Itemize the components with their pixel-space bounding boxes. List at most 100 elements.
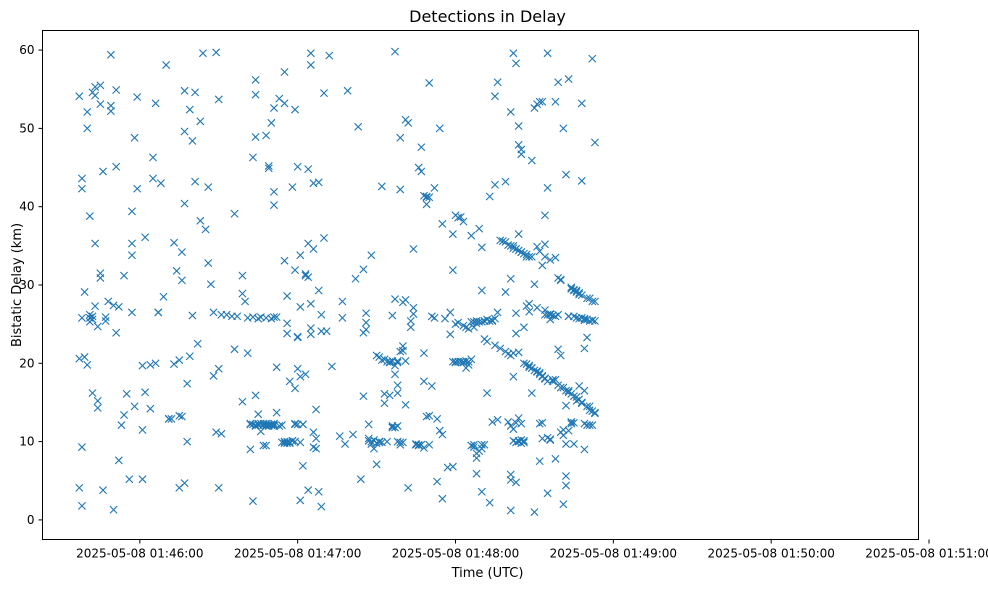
data-point [77,501,86,510]
data-point [472,469,481,478]
data-point [506,107,515,116]
data-point [406,323,415,332]
data-point [551,97,560,106]
data-point [483,389,492,398]
data-point [477,487,486,496]
data-point [319,89,328,98]
data-point [398,438,407,447]
data-point [377,182,386,191]
data-point [272,408,281,417]
data-point [435,124,444,133]
data-point [438,430,447,439]
data-point [569,439,578,448]
data-point [312,444,321,453]
data-point [380,389,389,398]
data-point [288,183,297,192]
data-point [512,329,521,338]
data-point [175,356,184,365]
y-axis-label: Bistatic Delay (km) [10,223,25,347]
data-point [562,472,570,481]
data-point [530,508,539,517]
data-point [564,75,573,84]
data-point [238,397,247,406]
data-point [464,360,473,369]
data-point [306,324,315,333]
data-point [209,371,218,380]
data-point [270,313,278,322]
data-point [177,248,186,257]
data-point [538,261,547,270]
data-point [212,48,221,57]
data-point [580,314,589,323]
data-point [485,192,494,201]
data-point [191,177,200,186]
data-point [380,399,389,408]
data-point [322,327,331,336]
data-point [319,234,328,243]
data-point [475,224,484,233]
data-point [535,419,544,428]
data-point [248,497,257,506]
data-point [104,297,113,306]
data-point [283,329,292,338]
data-point [77,184,86,193]
data-point [270,201,278,210]
data-point [514,140,523,149]
data-point [530,104,539,113]
data-point [540,252,549,261]
data-point [538,97,547,106]
data-point [446,330,455,339]
data-point [369,444,378,453]
data-point [238,271,247,280]
data-point [425,440,434,449]
data-point [177,412,186,421]
chart-title: Detections in Delay [409,7,566,26]
data-point [99,486,107,495]
data-point [440,314,449,323]
y-tick-label: 50 [19,121,34,135]
data-point [414,163,423,172]
data-point [493,308,502,317]
data-point [417,167,426,176]
data-point [493,415,502,424]
data-point [246,445,255,454]
data-point [214,95,223,104]
data-point [77,174,86,183]
data-point [109,505,118,514]
data-point [462,356,471,365]
data-point [396,185,405,194]
data-point [251,75,260,84]
data-point [96,100,105,109]
data-point [243,349,252,358]
data-point [535,97,544,106]
data-point [530,280,539,289]
y-tick-label: 10 [19,435,34,449]
data-point [425,193,434,202]
data-point [120,271,129,280]
data-point [264,164,273,173]
data-point [509,372,518,381]
data-point [251,90,260,99]
data-point [375,437,384,446]
data-point [556,383,565,392]
data-point [291,266,300,275]
data-point [480,440,489,449]
data-point [359,265,368,274]
data-point [533,303,542,312]
y-tick-label: 20 [19,356,34,370]
data-point [362,325,371,334]
data-point [372,460,381,469]
data-point [554,345,563,354]
data-point [172,266,181,275]
data-point [477,243,486,252]
data-point [248,153,257,162]
data-point [483,337,492,346]
data-point [554,78,563,87]
data-point [354,122,363,131]
data-point [351,274,360,283]
data-point [91,302,100,311]
data-point [430,313,439,322]
data-point [112,162,121,171]
data-point [170,360,179,369]
data-point [272,313,281,322]
